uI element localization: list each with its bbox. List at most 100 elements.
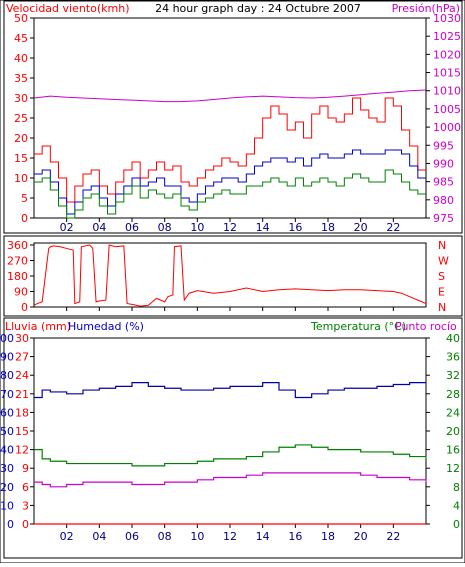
humidity-tick-label: 10 xyxy=(0,499,14,512)
rain-axis-label: Lluvia (mm) xyxy=(5,320,71,333)
pressure-tick-label: 1000 xyxy=(433,121,461,134)
bottom-hour-label: 12 xyxy=(223,530,237,543)
rain-tick-label: 30 xyxy=(15,332,29,345)
rain-tick-label: 21 xyxy=(15,388,29,401)
humidity-tick-label: 20 xyxy=(0,481,14,494)
temp-tick-label: 8 xyxy=(453,481,460,494)
humidity-tick-label: 90 xyxy=(0,351,14,364)
rain-tick-label: 9 xyxy=(22,462,29,475)
compass-label: S xyxy=(438,270,445,283)
hour-tick-label: 04 xyxy=(92,221,106,234)
hour-tick-label: 16 xyxy=(288,221,302,234)
compass-label: E xyxy=(438,286,445,299)
hour-tick-label: 06 xyxy=(125,221,139,234)
temp-tick-label: 0 xyxy=(453,518,460,531)
temp-tick-label: 16 xyxy=(446,444,460,457)
hour-tick-label: 22 xyxy=(386,221,400,234)
pressure-axis-label: Presión(hPa) xyxy=(392,2,460,15)
temp-tick-label: 32 xyxy=(446,369,460,382)
rain-tick-label: 18 xyxy=(15,406,29,419)
bottom-hour-label: 14 xyxy=(256,530,270,543)
top-series-line-0 xyxy=(34,97,426,203)
panel-temp-humidity xyxy=(3,317,463,559)
rain-tick-label: 24 xyxy=(15,369,29,382)
panel-wind-pressure xyxy=(3,0,463,234)
pressure-tick-label: 1010 xyxy=(433,85,461,98)
top-series-line-2 xyxy=(34,169,426,219)
bottom-series-temperature xyxy=(34,444,427,467)
direction-tick-label: 90 xyxy=(14,286,28,299)
temp-tick-label: 20 xyxy=(446,425,460,438)
chart-title: 24 hour graph day : 24 Octubre 2007 xyxy=(155,2,361,15)
hour-tick-label: 14 xyxy=(256,221,270,234)
humidity-tick-label: 0 xyxy=(7,518,14,531)
dewpoint-axis-label: Punto rocío xyxy=(395,320,457,333)
wind-tick-label: 10 xyxy=(14,172,28,185)
compass-label: W xyxy=(438,255,449,268)
humidity-tick-label: 40 xyxy=(0,444,14,457)
compass-label: N xyxy=(438,239,446,252)
panel-wind-direction xyxy=(3,235,463,317)
bottom-hour-label: 22 xyxy=(386,530,400,543)
bottom-hour-label: 10 xyxy=(190,530,204,543)
bottom-series-humidity xyxy=(34,382,426,399)
rain-tick-label: 3 xyxy=(22,499,29,512)
humidity-tick-label: 80 xyxy=(0,369,14,382)
humidity-tick-label: 60 xyxy=(0,406,14,419)
temp-tick-label: 36 xyxy=(446,351,460,364)
humidity-tick-label: 100 xyxy=(0,332,14,345)
wind-axis-label: Velocidad viento(kmh) xyxy=(6,2,130,15)
direction-tick-label: 360 xyxy=(7,239,28,252)
rain-tick-label: 12 xyxy=(15,444,29,457)
bottom-hour-label: 08 xyxy=(158,530,172,543)
wind-tick-label: 20 xyxy=(14,132,28,145)
pressure-tick-label: 1025 xyxy=(433,30,461,43)
humidity-axis-label: Humedad (%) xyxy=(68,320,144,333)
wind-tick-label: 15 xyxy=(14,152,28,165)
bottom-hour-label: 02 xyxy=(60,530,74,543)
pressure-tick-label: 985 xyxy=(433,176,454,189)
top-series-line-1 xyxy=(34,149,426,215)
wind-tick-label: 45 xyxy=(14,32,28,45)
direction-tick-label: 0 xyxy=(21,301,28,314)
direction-tick-label: 270 xyxy=(7,255,28,268)
temp-tick-label: 28 xyxy=(446,388,460,401)
bottom-hour-label: 18 xyxy=(321,530,335,543)
pressure-tick-label: 1030 xyxy=(433,12,461,25)
temp-tick-label: 4 xyxy=(453,499,460,512)
pressure-tick-label: 1005 xyxy=(433,103,461,116)
hour-tick-label: 08 xyxy=(158,221,172,234)
temperature-axis-label: Temperatura (°C) xyxy=(310,320,406,333)
temp-tick-label: 24 xyxy=(446,406,460,419)
humidity-tick-label: 70 xyxy=(0,388,14,401)
bottom-hour-label: 06 xyxy=(125,530,139,543)
hour-tick-label: 02 xyxy=(60,221,74,234)
rain-tick-label: 27 xyxy=(15,351,29,364)
temp-tick-label: 40 xyxy=(446,332,460,345)
bottom-series-dew_point xyxy=(34,472,427,488)
wind-tick-label: 30 xyxy=(14,92,28,105)
bottom-chart-group: 0102030405060708090100036912151821242730… xyxy=(0,332,460,543)
pressure-tick-label: 1020 xyxy=(433,48,461,61)
top-series-line-3 xyxy=(33,89,427,103)
wind-tick-label: 0 xyxy=(21,212,28,225)
bottom-hour-label: 16 xyxy=(288,530,302,543)
pressure-tick-label: 980 xyxy=(433,194,454,207)
temp-tick-label: 12 xyxy=(446,462,460,475)
pressure-tick-label: 1015 xyxy=(433,67,461,80)
wind-tick-label: 5 xyxy=(21,192,28,205)
rain-tick-label: 0 xyxy=(22,518,29,531)
bottom-hour-label: 04 xyxy=(92,530,106,543)
compass-label: N xyxy=(438,301,446,314)
hour-tick-label: 20 xyxy=(354,221,368,234)
pressure-tick-label: 975 xyxy=(433,212,454,225)
hour-tick-label: 10 xyxy=(190,221,204,234)
pressure-tick-label: 995 xyxy=(433,139,454,152)
wind-tick-label: 40 xyxy=(14,52,28,65)
top-chart-group: 0510152025303540455097598098599099510001… xyxy=(14,12,461,234)
pressure-tick-label: 990 xyxy=(433,157,454,170)
rain-tick-label: 15 xyxy=(15,425,29,438)
rain-tick-label: 6 xyxy=(22,481,29,494)
humidity-tick-label: 30 xyxy=(0,462,14,475)
